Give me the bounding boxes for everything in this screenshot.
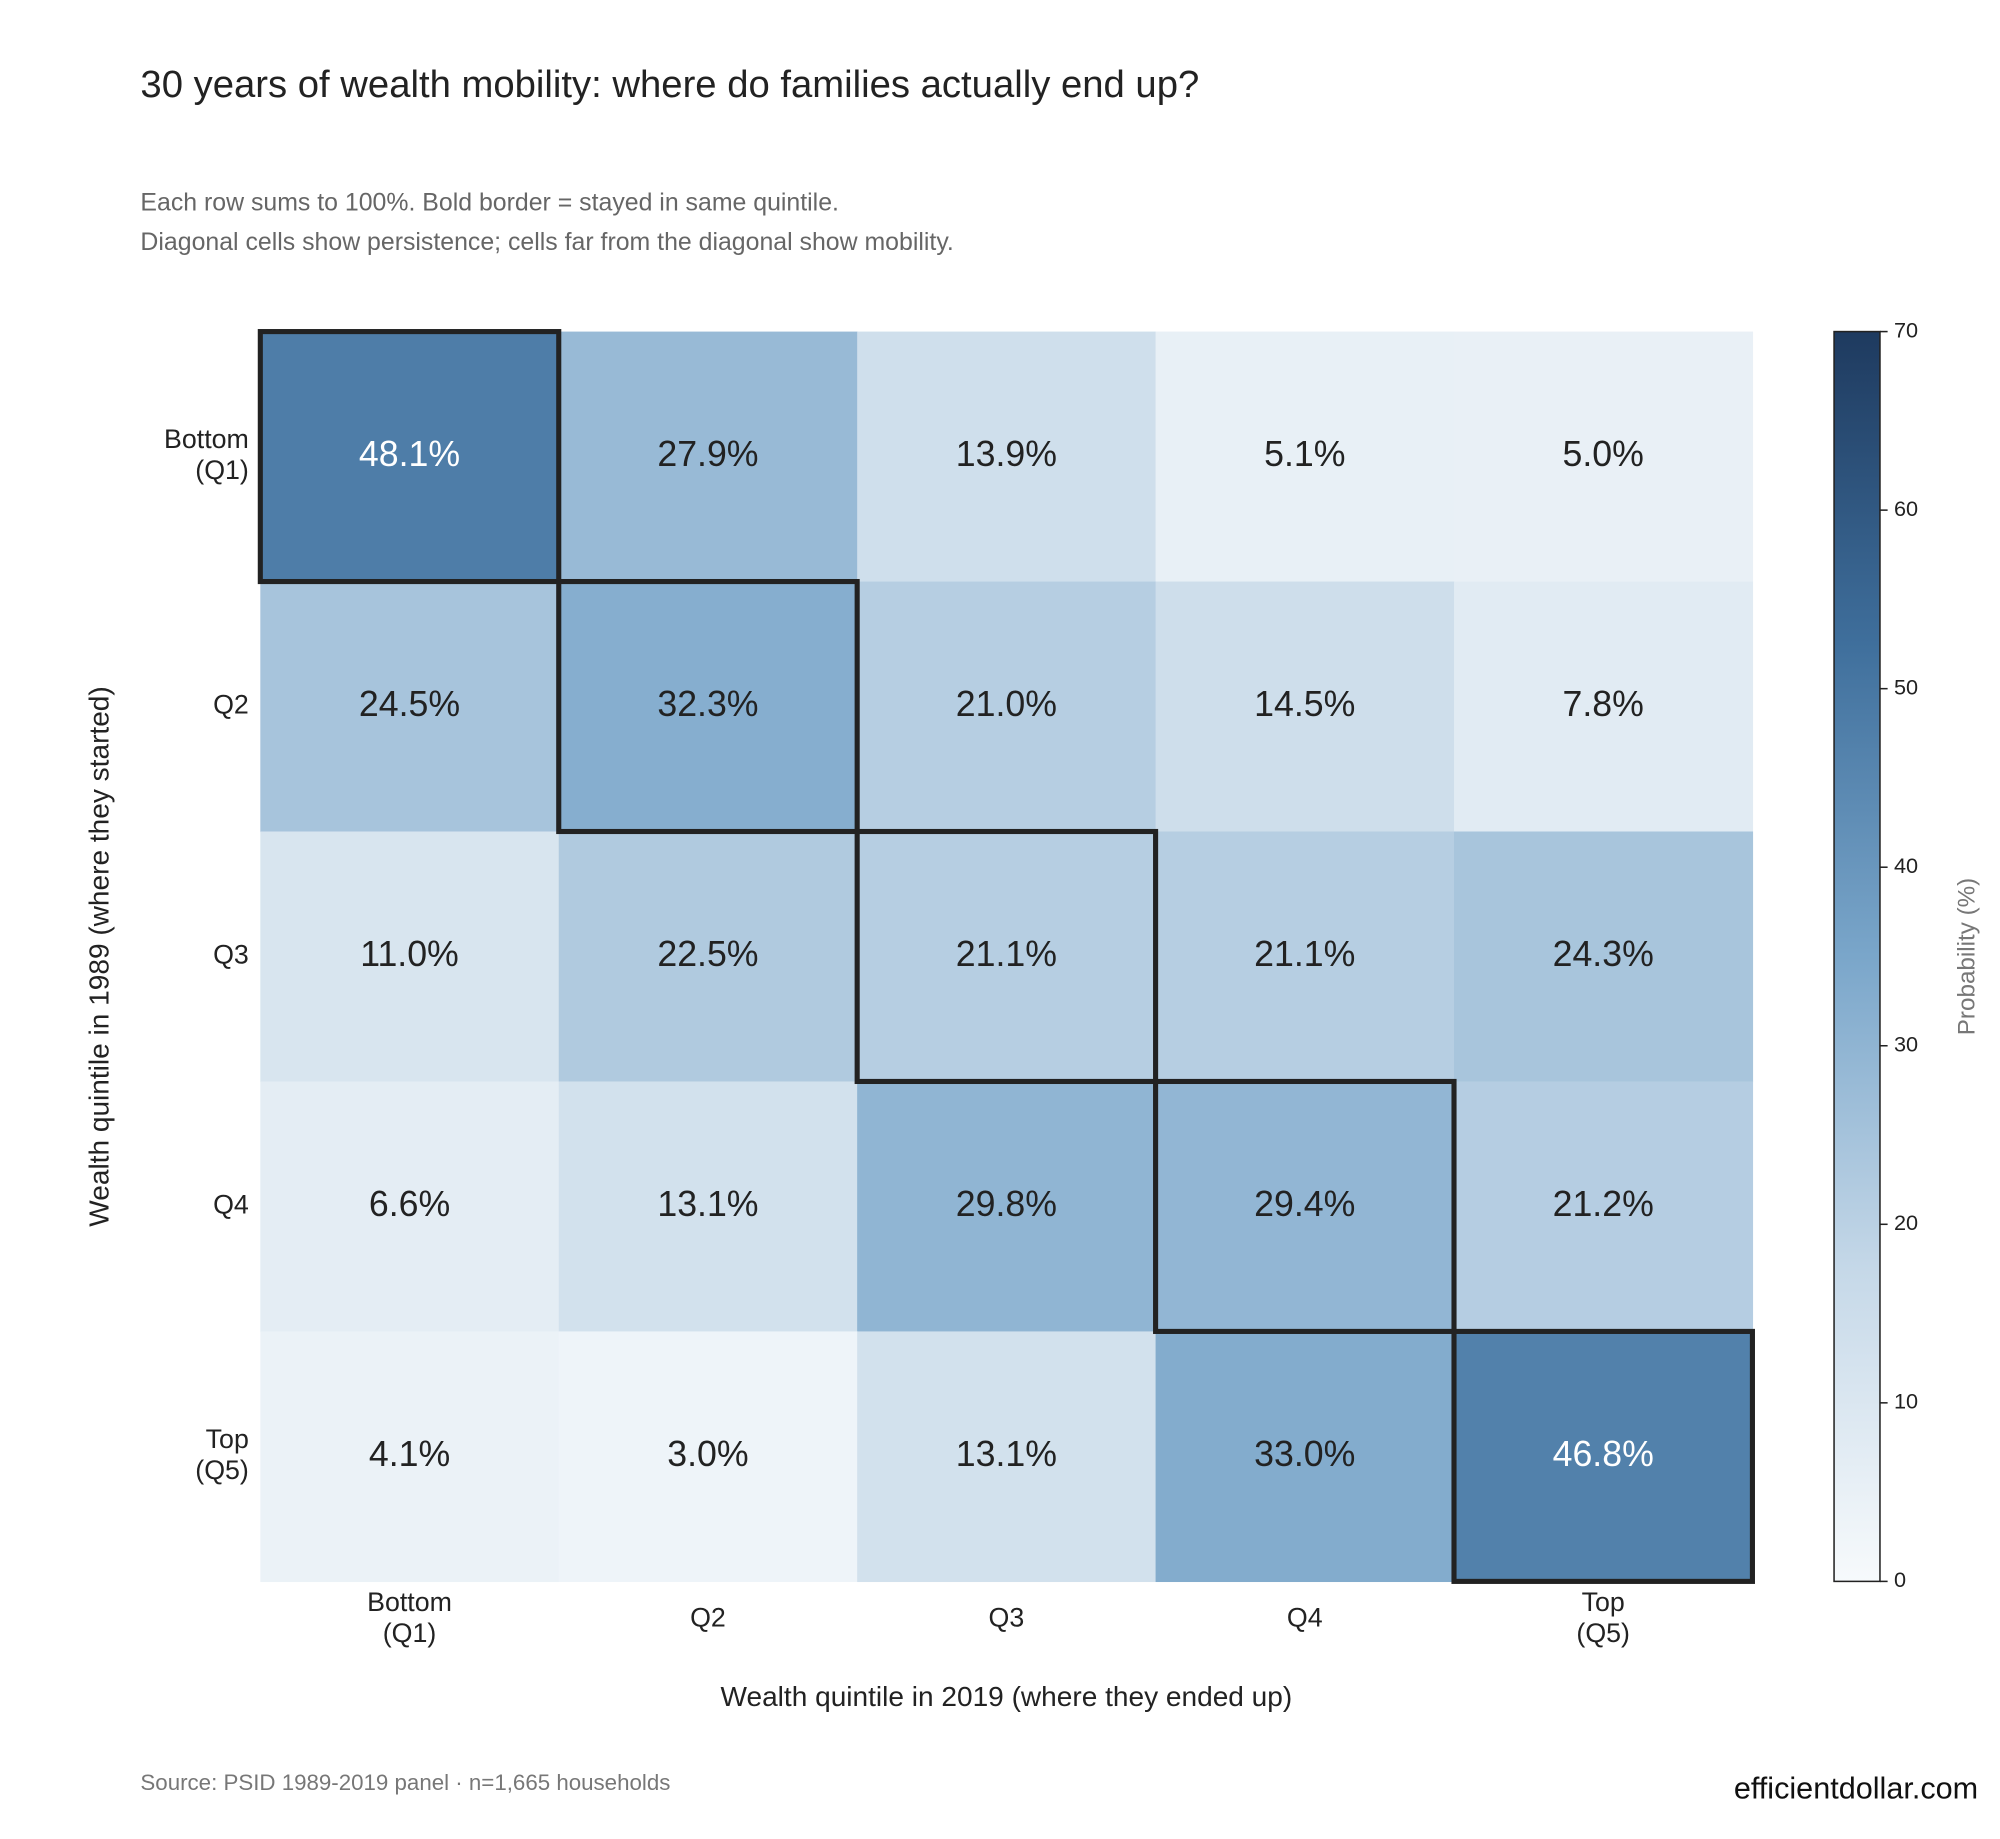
heatmap-cell <box>857 1081 1157 1333</box>
chart-title: 30 years of wealth mobility: where do fa… <box>140 63 1199 106</box>
heatmap-cell <box>857 1331 1157 1583</box>
x-tick-label: Q4 <box>1287 1603 1323 1633</box>
cell-label: 13.9% <box>956 434 1057 474</box>
cell-label: 14.5% <box>1254 684 1355 724</box>
y-tick-label: Top (Q5) <box>195 1424 249 1485</box>
colorbar <box>1833 330 1881 1583</box>
x-tick-label: Q3 <box>989 1603 1025 1633</box>
cell-label: 32.3% <box>657 684 758 724</box>
diagonal-border <box>556 578 860 835</box>
cell-label: 21.1% <box>956 934 1057 974</box>
cell-label: 5.1% <box>1264 434 1345 474</box>
x-tick-label: Top (Q5) <box>1576 1587 1630 1648</box>
colorbar-tick-label: 60 <box>1894 496 1918 521</box>
diagonal-border <box>257 329 562 585</box>
heatmap-cell <box>1454 831 1754 1083</box>
diagonal-border <box>1451 1328 1755 1584</box>
y-tick-label: Bottom (Q1) <box>164 424 249 485</box>
heatmap-cell <box>558 1081 858 1333</box>
heatmap-cell <box>1454 1331 1754 1583</box>
cell-label: 13.1% <box>657 1184 758 1224</box>
heatmap-cell <box>1155 1081 1455 1333</box>
cell-label: 29.4% <box>1254 1184 1355 1224</box>
cell-label: 29.8% <box>956 1184 1057 1224</box>
heatmap-cell <box>260 581 560 833</box>
heatmap-cell <box>1454 1081 1754 1333</box>
heatmap-cell <box>1155 1331 1455 1583</box>
cell-label: 5.0% <box>1563 434 1644 474</box>
x-axis-label: Wealth quintile in 2019 (where they ende… <box>721 1681 1293 1712</box>
cell-label: 46.8% <box>1553 1434 1654 1474</box>
diagonal-border <box>854 828 1159 1085</box>
cell-label: 11.0% <box>360 934 459 974</box>
colorbar-tick-label: 50 <box>1894 674 1918 699</box>
heatmap-cell <box>857 331 1157 583</box>
subtitle: Diagonal cells show persistence; cells f… <box>140 228 953 256</box>
subtitle: Each row sums to 100%. Bold border = sta… <box>140 189 839 217</box>
heatmap-cell <box>857 831 1157 1083</box>
cell-label: 48.1% <box>359 434 460 474</box>
colorbar-tick-label: 40 <box>1894 853 1918 878</box>
y-tick-label: Q4 <box>213 1190 249 1220</box>
heatmap-cell <box>857 581 1157 833</box>
y-tick-label: Q2 <box>213 690 249 720</box>
heatmap-cell <box>260 831 560 1083</box>
heatmap-cell <box>1454 581 1754 833</box>
heatmap-cell <box>1155 331 1455 583</box>
colorbar-tick-label: 0 <box>1894 1567 1906 1592</box>
heatmap-cell <box>558 581 858 833</box>
colorbar-tick-label: 70 <box>1894 317 1918 342</box>
heatmap-cell <box>260 331 560 583</box>
y-tick-label: Q3 <box>213 940 249 970</box>
heatmap-cell <box>558 1331 858 1583</box>
cell-label: 6.6% <box>369 1184 450 1224</box>
cell-label: 27.9% <box>657 434 758 474</box>
y-axis-label: Wealth quintile in 1989 (where they star… <box>83 686 114 1226</box>
heatmap-cell <box>1155 581 1455 833</box>
cell-label: 3.0% <box>667 1434 748 1474</box>
heatmap-cell <box>1155 831 1455 1083</box>
cell-label: 4.1% <box>369 1434 450 1474</box>
heatmap-cell <box>558 831 858 1083</box>
cell-label: 21.1% <box>1254 934 1355 974</box>
cell-label: 24.3% <box>1553 934 1654 974</box>
source: Source: PSID 1989-2019 panel · n=1,665 h… <box>140 1770 670 1795</box>
brand: efficientdollar.com <box>1734 1772 1978 1806</box>
colorbar-tick-label: 20 <box>1894 1210 1918 1235</box>
diagonal-border <box>1153 1078 1457 1334</box>
colorbar-tick-label: 30 <box>1894 1031 1918 1056</box>
cell-label: 21.0% <box>956 684 1057 724</box>
heatmap-cell <box>558 331 858 583</box>
x-tick-label: Bottom (Q1) <box>367 1587 452 1648</box>
cell-label: 22.5% <box>657 934 758 974</box>
x-tick-label: Q2 <box>690 1603 726 1633</box>
cell-label: 13.1% <box>956 1434 1057 1474</box>
cell-label: 24.5% <box>359 684 460 724</box>
colorbar-label: Probability (%) <box>1953 878 1980 1035</box>
cell-label: 33.0% <box>1254 1434 1355 1474</box>
colorbar-tick-label: 10 <box>1894 1389 1918 1414</box>
cell-label: 7.8% <box>1563 684 1644 724</box>
cell-label: 21.2% <box>1553 1184 1654 1224</box>
heatmap-cell <box>260 1331 560 1583</box>
heatmap-cell <box>1454 331 1754 583</box>
heatmap-cell <box>260 1081 560 1333</box>
